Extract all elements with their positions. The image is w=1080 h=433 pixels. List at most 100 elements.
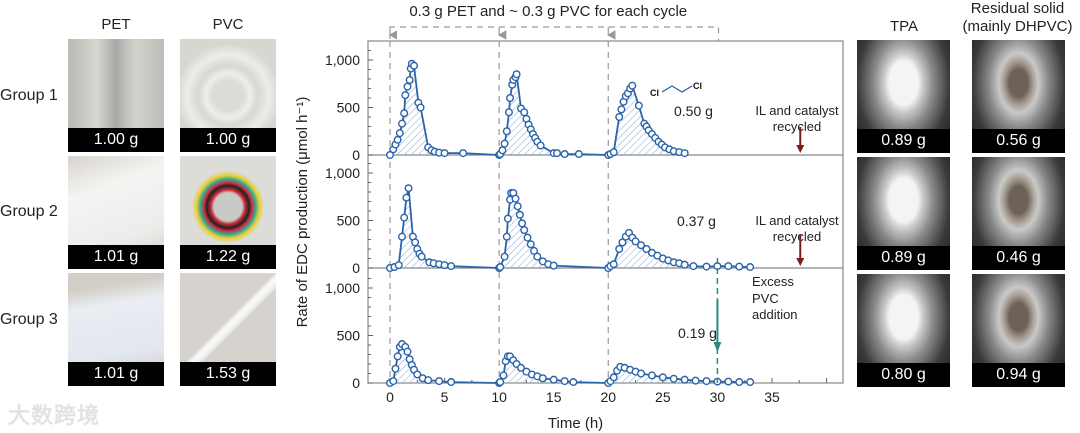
recycle-arrow-head-icon <box>796 145 805 153</box>
pet-pillow-photo: 1.01 g <box>68 273 164 386</box>
data-point <box>502 127 511 136</box>
data-point <box>574 150 583 159</box>
data-point <box>413 370 422 379</box>
data-point <box>386 150 395 159</box>
y-tick-label: 1,000 <box>325 52 360 68</box>
data-point <box>499 371 508 380</box>
data-point <box>435 377 444 386</box>
tpa-photo: 0.89 g <box>857 40 950 153</box>
data-point <box>405 75 414 84</box>
mass-label: 1.00 g <box>180 128 276 152</box>
data-point <box>746 263 755 272</box>
recycle-note: recycled <box>773 119 821 134</box>
data-point <box>391 364 400 373</box>
data-point <box>504 108 513 117</box>
data-point <box>400 109 409 118</box>
data-point <box>533 252 542 261</box>
pvc-wire-photo: 1.22 g <box>180 156 276 269</box>
recycle-note: IL and catalyst <box>755 103 839 118</box>
data-point <box>615 244 624 253</box>
data-point <box>631 237 640 246</box>
data-point <box>637 241 646 250</box>
cycle-area <box>500 74 609 155</box>
residual-photo: 0.56 g <box>972 40 1065 153</box>
data-point <box>552 149 561 158</box>
data-point <box>398 119 407 128</box>
recycle-arrow-head-icon <box>796 258 805 266</box>
chlorine-label: Cl <box>693 81 702 91</box>
mass-label: 1.53 g <box>180 362 276 386</box>
data-point <box>560 150 569 159</box>
data-point <box>500 139 509 148</box>
mass-label: 1.00 g <box>68 128 164 152</box>
data-point <box>424 376 433 385</box>
mass-label: 0.46 g <box>972 246 1065 270</box>
residual-photo: 0.94 g <box>972 274 1065 387</box>
data-point <box>618 238 627 247</box>
data-point <box>549 261 558 270</box>
excess-arrow-head-icon <box>713 342 722 352</box>
x-tick-label: 20 <box>600 389 616 405</box>
data-point <box>416 103 425 112</box>
data-point <box>536 141 545 150</box>
data-point <box>560 377 569 386</box>
data-point <box>647 371 656 380</box>
data-point <box>410 61 419 70</box>
data-point <box>609 373 618 382</box>
chart-title: 0.3 g PET and ~ 0.3 g PVC for each cycle <box>409 3 687 20</box>
data-point <box>523 233 532 242</box>
mass-label: 1.01 g <box>68 245 164 269</box>
data-point <box>691 376 700 385</box>
excess-note: addition <box>752 307 798 322</box>
data-point <box>609 148 618 157</box>
cycle-area <box>500 192 609 268</box>
data-point <box>503 214 512 223</box>
data-point <box>512 70 521 79</box>
y-tick-label: 0 <box>352 260 360 276</box>
mass-label: 1.01 g <box>68 362 164 386</box>
x-tick-label: 5 <box>441 389 449 405</box>
pvc-rod-photo: 1.53 g <box>180 273 276 386</box>
data-point <box>609 260 618 269</box>
cycle-area <box>610 85 685 155</box>
data-point <box>689 262 698 271</box>
cycle-area <box>390 63 500 155</box>
x-axis-label: Time (h) <box>548 415 603 432</box>
cycle-bracket <box>389 26 720 41</box>
residual-header-line1: Residual solid <box>970 0 1065 17</box>
group-2-label: Group 2 <box>0 203 58 220</box>
tpa-photo: 0.89 g <box>857 157 950 270</box>
data-point <box>637 369 646 378</box>
pvc-tube-photo: 1.00 g <box>180 39 276 152</box>
mass-label: 0.89 g <box>857 129 950 153</box>
data-point <box>402 193 411 202</box>
data-point <box>518 219 527 228</box>
data-point <box>440 149 449 158</box>
data-point <box>702 262 711 271</box>
data-point <box>526 240 535 249</box>
edc-mass-label: 0.37 g <box>677 213 716 229</box>
data-point <box>500 252 509 261</box>
y-axis-label: Rate of EDC production (μmol h⁻¹) <box>294 97 311 328</box>
cycle-area <box>610 232 751 268</box>
data-point <box>398 232 407 241</box>
mass-label: 1.22 g <box>180 245 276 269</box>
data-point <box>459 149 468 158</box>
data-point <box>520 225 529 234</box>
watermark: 大数跨境 <box>8 403 101 428</box>
residual-header-line2: (mainly DHPVC) <box>962 18 1073 35</box>
chlorine-label: Cl <box>650 88 659 98</box>
x-tick-label: 30 <box>710 389 726 405</box>
tpa-photo: 0.80 g <box>857 274 950 387</box>
data-point <box>395 129 404 138</box>
data-point <box>530 246 539 255</box>
data-point <box>393 135 402 144</box>
excess-note: Excess <box>752 274 794 289</box>
data-point <box>400 213 409 222</box>
data-point <box>724 377 733 386</box>
data-point <box>516 363 525 372</box>
y-tick-label: 500 <box>337 100 361 116</box>
data-point <box>403 347 412 356</box>
data-point <box>394 261 403 270</box>
data-point <box>496 378 505 387</box>
